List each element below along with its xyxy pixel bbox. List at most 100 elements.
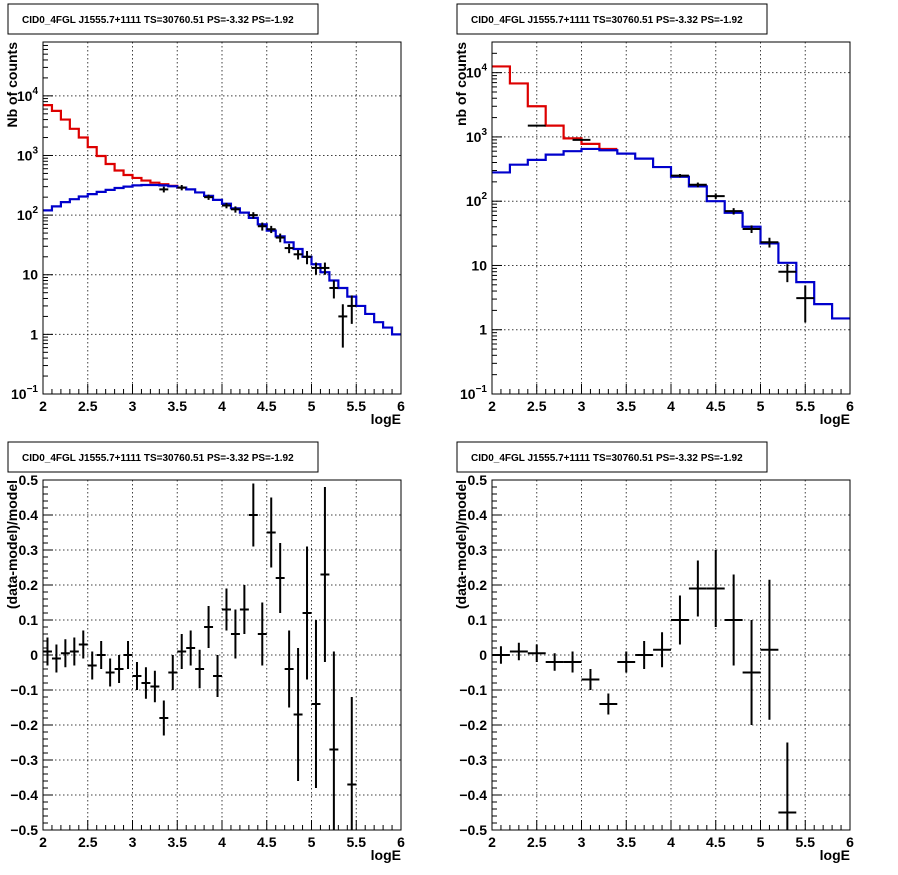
y-tick-label: 102 [17,205,39,223]
y-tick-label: −0.1 [459,682,487,698]
residual-point [581,669,600,690]
histogram-series-0 [43,103,187,189]
data-point [302,251,312,265]
y-tick-label: −0.2 [459,717,487,733]
x-tick-label: 4.5 [706,834,726,850]
y-tick-label: −0.4 [10,787,38,803]
residual-point [195,649,205,689]
residual-point [275,543,285,613]
x-tick-label: 3 [129,834,137,850]
y-tick-label: −0.4 [459,787,487,803]
data-point [724,208,743,215]
chart-title-box [7,441,319,473]
y-tick-label: 0.5 [19,472,39,488]
y-tick-label: −0.5 [10,822,38,838]
y-tick-label: 0 [479,647,487,663]
residual-point [78,630,88,659]
plot-frame [42,41,402,395]
residual-point [563,651,582,673]
y-tick-label: 10−1 [460,384,487,402]
x-tick-label: 5.5 [796,398,816,414]
residual-point [688,560,707,617]
data-point [760,237,779,248]
residual-point [320,487,330,662]
x-tick-label: 6 [846,398,854,414]
residual-point [69,637,79,666]
x-axis-label: logE [820,847,850,863]
plot-frame [491,479,851,831]
data-point [204,194,214,200]
residual-point [257,602,267,666]
data-point [284,243,294,254]
residual-point [114,655,124,683]
y-tick-label: 1 [479,322,487,338]
data-point [742,225,761,234]
y-tick-label: 0.5 [468,472,488,488]
chart-panel-residuals-full: CID0_4FGL J1555.7+1111 TS=30760.51 PS=-3… [4,441,405,863]
data-point [572,138,591,141]
residual-point [706,550,725,627]
residual-point [239,585,249,634]
residual-point [213,655,222,697]
residual-point [87,651,97,680]
data-point [266,225,276,234]
histogram-series-1 [492,147,850,320]
x-tick-label: 3.5 [168,834,188,850]
y-axis-label: nb of counts [453,42,469,126]
y-tick-label: 10 [22,267,38,283]
data-point [177,184,187,191]
residual-point [43,637,52,666]
y-tick-label: 1 [30,326,38,342]
residual-point [635,641,654,669]
residual-point [177,634,187,669]
data-point [222,202,231,209]
data-point [257,222,267,231]
x-tick-label: 3.5 [617,834,637,850]
y-axis-label: (data-model)/model [453,480,469,609]
residual-point [60,639,70,668]
residual-point [329,651,339,830]
x-tick-label: 6 [397,834,405,850]
x-tick-label: 4 [218,398,226,414]
y-tick-label: 0.2 [19,577,39,593]
y-tick-label: 10−1 [11,384,38,402]
residual-point [347,697,357,830]
y-tick-label: 0.1 [19,612,39,628]
residual-point [724,574,743,666]
residual-point [671,595,689,645]
data-point [320,262,330,275]
x-tick-label: 5.5 [796,834,816,850]
data-point [347,295,357,324]
y-tick-label: 0.1 [468,612,488,628]
data-point [671,173,689,178]
plot-area [43,103,401,348]
plot-area [492,550,797,830]
residual-point [159,700,169,736]
residual-point [105,658,115,687]
y-tick-label: 0.4 [19,507,39,523]
data-point [688,182,707,188]
y-tick-label: 104 [17,86,39,104]
histogram-series-0 [492,65,618,151]
x-tick-label: 5 [308,834,316,850]
x-tick-label: 2.5 [78,398,98,414]
data-point [796,285,815,323]
chart-title: CID0_4FGL J1555.7+1111 TS=30760.51 PS=-3… [471,453,743,464]
y-tick-label: 103 [466,127,488,145]
x-tick-label: 2.5 [527,398,547,414]
y-tick-label: −0.3 [459,752,487,768]
chart-title-box [7,3,319,35]
residual-point [141,667,151,699]
y-tick-label: 10 [471,257,487,273]
chart-title: CID0_4FGL J1555.7+1111 TS=30760.51 PS=-3… [22,15,294,26]
x-tick-label: 3.5 [617,398,637,414]
x-tick-label: 6 [846,834,854,850]
data-point [230,206,240,213]
residual-point [653,632,671,668]
chart-title-box [456,3,768,35]
y-tick-label: −0.5 [459,822,487,838]
data-point [527,124,546,127]
plot-frame [42,479,402,831]
data-point [778,264,797,283]
